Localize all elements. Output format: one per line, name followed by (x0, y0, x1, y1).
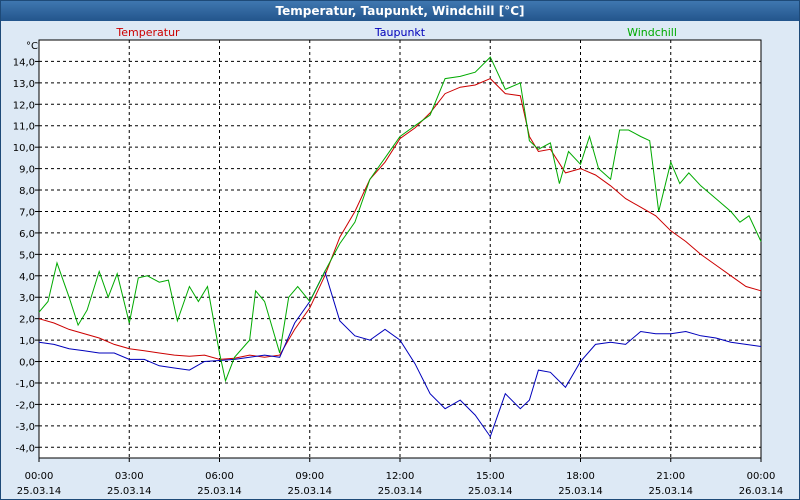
legend: Temperatur Taupunkt Windchill (115, 26, 677, 39)
y-tick-label: 6,0 (19, 229, 35, 240)
y-tick-label: -1,0 (15, 379, 35, 390)
x-tick-date: 26.03.14 (739, 486, 784, 497)
y-tick-label: 4,0 (19, 272, 35, 283)
chart-title: Temperatur, Taupunkt, Windchill [°C] (1, 1, 799, 21)
y-tick-label: 9,0 (19, 165, 35, 176)
y-tick-label: 12,0 (13, 100, 35, 111)
y-tick-label: 7,0 (19, 207, 35, 218)
y-axis-label: °C (26, 41, 38, 52)
x-tick-date: 25.03.14 (287, 486, 332, 497)
y-tick-label: 14,0 (13, 57, 35, 68)
x-tick-time: 03:00 (115, 471, 144, 482)
x-tick-date: 25.03.14 (558, 486, 603, 497)
legend-item-windchill: Windchill (627, 26, 677, 39)
y-tick-label: 5,0 (19, 250, 35, 261)
series-line-windchill (38, 56, 762, 383)
legend-item-temperatur: Temperatur (115, 26, 180, 39)
y-tick-label: -4,0 (15, 443, 35, 454)
y-tick-label: 10,0 (13, 143, 35, 154)
x-tick-time: 00:00 (25, 471, 54, 482)
x-tick-date: 25.03.14 (17, 486, 62, 497)
series-line-taupunkt (38, 270, 762, 438)
y-tick-label: -3,0 (15, 422, 35, 433)
y-tick-label: 3,0 (19, 293, 35, 304)
grid-lines (39, 40, 761, 458)
x-tick-time: 21:00 (656, 471, 685, 482)
x-tick-time: 15:00 (476, 471, 505, 482)
y-tick-label: 8,0 (19, 186, 35, 197)
x-tick-date: 25.03.14 (468, 486, 513, 497)
series-line-temperatur (38, 78, 762, 360)
y-tick-label: 1,0 (19, 336, 35, 347)
x-tick-time: 12:00 (386, 471, 415, 482)
x-tick-time: 00:00 (747, 471, 776, 482)
x-tick-date: 25.03.14 (648, 486, 693, 497)
x-tick-date: 25.03.14 (378, 486, 423, 497)
x-tick-time: 06:00 (205, 471, 234, 482)
x-axis-ticks: 00:00 25.03.14 03:00 25.03.14 06:00 25.03.14 0… (17, 458, 784, 497)
series-lines (38, 56, 762, 438)
y-tick-label: 11,0 (13, 122, 35, 133)
x-tick-time: 18:00 (566, 471, 595, 482)
y-tick-label: -2,0 (15, 400, 35, 411)
x-tick-date: 25.03.14 (197, 486, 242, 497)
legend-item-taupunkt: Taupunkt (374, 26, 426, 39)
x-tick-time: 09:00 (295, 471, 324, 482)
y-axis-ticks: 14,0 13,0 12,0 11,0 10,0 9,0 8,0 7,0 6,0 5,0 4,0 3,… (13, 57, 39, 454)
y-tick-label: 0,0 (19, 358, 35, 369)
y-tick-label: 2,0 (19, 315, 35, 326)
y-tick-label: 13,0 (13, 79, 35, 90)
x-tick-date: 25.03.14 (107, 486, 152, 497)
